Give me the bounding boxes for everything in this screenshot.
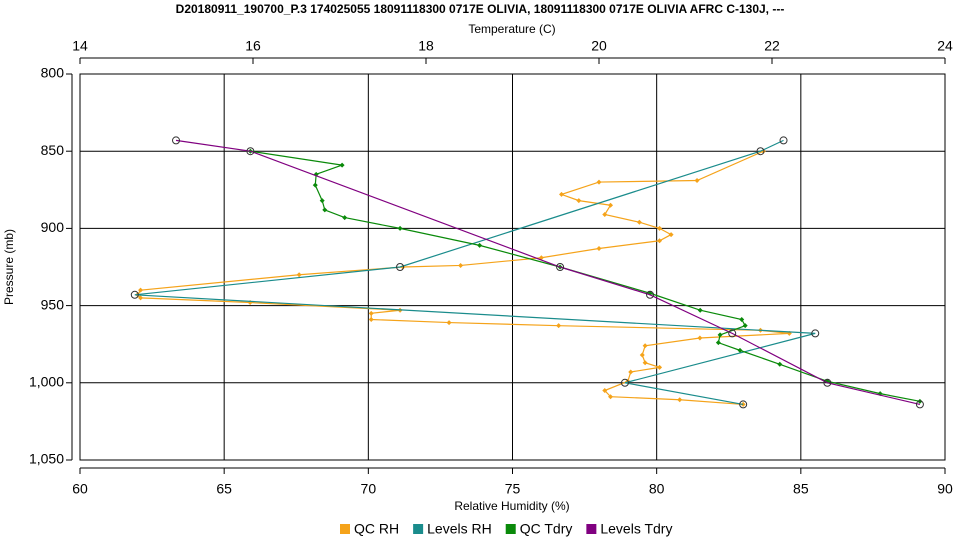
legend-label: Levels RH <box>427 521 492 537</box>
point <box>628 369 634 375</box>
x2-tick-label: 24 <box>937 38 953 54</box>
point <box>915 400 924 409</box>
point <box>779 136 788 145</box>
point <box>446 320 452 326</box>
y-tick-label: 900 <box>41 219 65 235</box>
series-line <box>136 150 790 406</box>
point <box>646 290 655 299</box>
x-tick-label: 90 <box>937 481 953 497</box>
point <box>342 215 348 221</box>
point <box>396 263 405 271</box>
point <box>694 178 700 184</box>
y-tick-label: 1,000 <box>29 374 64 390</box>
point <box>397 225 403 231</box>
point <box>559 191 565 197</box>
x-tick-label: 85 <box>793 481 809 497</box>
point <box>742 323 748 329</box>
x2-tick-label: 22 <box>764 38 780 54</box>
point <box>642 343 648 349</box>
point <box>636 219 642 225</box>
series-line <box>175 139 921 406</box>
point <box>556 263 565 271</box>
point <box>368 310 374 316</box>
x2-tick-label: 20 <box>591 38 607 54</box>
point <box>728 329 737 338</box>
point <box>657 238 663 244</box>
point <box>739 400 748 409</box>
point <box>246 147 255 156</box>
point <box>296 272 302 278</box>
point <box>657 225 663 231</box>
y-tick-label: 800 <box>41 65 65 81</box>
point <box>715 340 721 346</box>
point <box>172 136 181 145</box>
point <box>596 179 602 185</box>
point <box>602 388 608 394</box>
point <box>319 198 325 204</box>
legend-label: QC RH <box>354 521 399 537</box>
point <box>602 212 608 218</box>
point <box>811 329 820 338</box>
legend-swatch <box>340 524 350 534</box>
point <box>608 394 614 400</box>
point <box>697 307 703 313</box>
y-tick-label: 950 <box>41 296 65 312</box>
point <box>823 378 832 387</box>
x-axis-label: Relative Humidity (%) <box>454 499 569 513</box>
legend-swatch <box>586 524 597 534</box>
point <box>322 207 328 213</box>
x-tick-label: 70 <box>361 481 377 497</box>
legend-swatch <box>413 524 424 534</box>
point <box>368 316 374 322</box>
point <box>737 347 743 353</box>
x2-tick-label: 16 <box>245 38 261 54</box>
y-tick-label: 1,050 <box>29 451 64 467</box>
point <box>620 378 629 387</box>
point <box>777 361 783 367</box>
y-axis-label: Pressure (mb) <box>2 229 16 305</box>
point <box>756 147 765 156</box>
series-line <box>134 139 816 406</box>
point <box>576 198 582 204</box>
legend-label: QC Tdry <box>520 521 573 537</box>
point <box>677 397 683 403</box>
point <box>556 323 562 329</box>
x-tick-label: 80 <box>649 481 665 497</box>
point <box>138 295 144 301</box>
point <box>138 287 144 293</box>
point <box>130 290 139 299</box>
x-tick-label: 65 <box>216 481 232 497</box>
x2-tick-label: 18 <box>418 38 434 54</box>
point <box>642 360 648 366</box>
point <box>608 202 614 208</box>
y-tick-label: 850 <box>41 142 65 158</box>
chart-title: D20180911_190700_P.3 174025055 180911183… <box>176 2 785 16</box>
point <box>339 162 345 168</box>
point <box>596 245 602 251</box>
legend-label: Levels Tdry <box>600 521 672 537</box>
point <box>639 352 645 358</box>
point <box>668 232 674 238</box>
x-tick-label: 60 <box>72 481 88 497</box>
x2-tick-label: 14 <box>72 38 88 54</box>
point <box>717 332 723 338</box>
x-tick-label: 75 <box>505 481 521 497</box>
legend-swatch <box>505 524 516 534</box>
x2-axis-label: Temperature (C) <box>468 22 555 36</box>
point <box>312 182 318 188</box>
point <box>657 364 663 370</box>
point <box>739 316 745 322</box>
point <box>477 242 483 248</box>
point <box>697 335 703 341</box>
point <box>458 262 464 268</box>
